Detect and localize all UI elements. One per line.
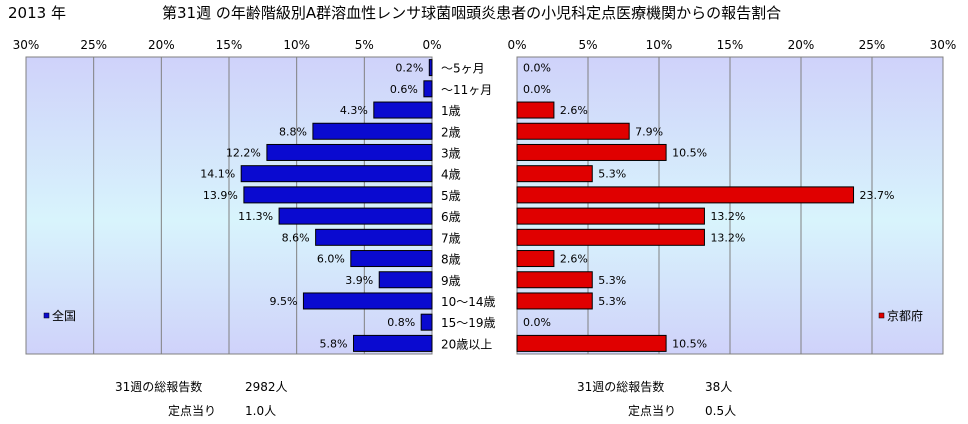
- right-data-label: 10.5%: [672, 337, 707, 350]
- right-data-label: 13.2%: [710, 231, 745, 244]
- left-data-label: 12.2%: [226, 146, 261, 159]
- chart-year: 2013 年: [8, 4, 66, 22]
- left-bar: [266, 143, 433, 161]
- left-bar: [378, 271, 433, 289]
- right-data-label: 13.2%: [710, 210, 745, 223]
- left-data-label: 13.9%: [203, 189, 238, 202]
- left-bar: [353, 334, 433, 352]
- category-label: 20歳以上: [441, 337, 492, 351]
- right-bar: [516, 271, 593, 289]
- category-label: 3歳: [441, 146, 461, 160]
- left-axis-tick-label: 5%: [355, 38, 374, 52]
- right-bar: [516, 250, 555, 268]
- right-data-label: 0.0%: [523, 62, 551, 75]
- right-bar: [516, 186, 855, 204]
- category-label: 1歳: [441, 104, 461, 118]
- right-data-label: 23.7%: [860, 189, 895, 202]
- right-axis-tick-label: 15%: [717, 38, 744, 52]
- left-data-label: 5.8%: [320, 337, 348, 350]
- left-bar: [243, 186, 433, 204]
- right-axis-tick-label: 0%: [507, 38, 526, 52]
- right-legend-label: 京都府: [887, 308, 923, 323]
- left-bar: [315, 228, 433, 246]
- right-axis-tick-label: 30%: [930, 38, 957, 52]
- right-bar: [516, 334, 667, 352]
- category-label: 15～19歳: [441, 316, 496, 330]
- left-bar: [312, 122, 433, 140]
- right-data-label: 10.5%: [672, 146, 707, 159]
- left-data-label: 8.6%: [282, 231, 310, 244]
- left-axis-tick-label: 20%: [148, 38, 175, 52]
- left-total-label: 31週の総報告数: [115, 380, 203, 394]
- right-data-label: 2.6%: [560, 104, 588, 117]
- right-per-value: 0.5人: [705, 404, 737, 418]
- right-axis-tick-label: 20%: [788, 38, 815, 52]
- left-per-label: 定点当り: [168, 404, 217, 418]
- right-bar: [516, 143, 667, 161]
- category-label: 10～14歳: [441, 295, 496, 309]
- category-label: 5歳: [441, 189, 461, 203]
- right-bar: [516, 207, 705, 225]
- left-data-label: 0.6%: [390, 83, 418, 96]
- left-total-value: 2982人: [245, 380, 288, 394]
- category-label: 8歳: [441, 253, 461, 267]
- category-label: 2歳: [441, 125, 461, 139]
- left-axis-tick-label: 10%: [283, 38, 310, 52]
- left-data-label: 0.8%: [387, 316, 415, 329]
- left-bar: [240, 165, 433, 183]
- right-total-value: 38人: [705, 380, 733, 394]
- left-bar: [428, 59, 433, 77]
- right-data-label: 7.9%: [635, 125, 663, 138]
- right-data-label: 5.3%: [598, 274, 626, 287]
- category-label: ～11ヶ月: [441, 83, 492, 97]
- right-axis-tick-label: 25%: [859, 38, 886, 52]
- left-legend-label: 全国: [52, 308, 76, 323]
- left-bar: [420, 313, 433, 331]
- left-axis-tick-label: 25%: [80, 38, 107, 52]
- right-axis-tick-label: 10%: [646, 38, 673, 52]
- left-data-label: 4.3%: [340, 104, 368, 117]
- right-bar: [516, 228, 705, 246]
- left-data-label: 9.5%: [269, 295, 297, 308]
- category-label: 6歳: [441, 210, 461, 224]
- left-bar: [278, 207, 433, 225]
- right-axis-tick-label: 5%: [578, 38, 597, 52]
- right-legend-swatch: [878, 312, 885, 319]
- left-axis-tick-label: 15%: [216, 38, 243, 52]
- right-data-label: 5.3%: [598, 295, 626, 308]
- right-bar: [516, 122, 630, 140]
- left-axis-tick-label: 30%: [13, 38, 40, 52]
- right-data-label: 0.0%: [523, 316, 551, 329]
- right-bar: [516, 165, 593, 183]
- right-bar: [516, 101, 555, 119]
- left-legend-swatch: [43, 312, 50, 319]
- left-per-value: 1.0人: [245, 404, 277, 418]
- left-bar: [423, 80, 433, 98]
- right-total-label: 31週の総報告数: [577, 380, 665, 394]
- left-data-label: 11.3%: [238, 210, 273, 223]
- left-data-label: 8.8%: [279, 125, 307, 138]
- left-bar: [373, 101, 433, 119]
- right-data-label: 5.3%: [598, 168, 626, 181]
- category-label: ～5ヶ月: [441, 62, 485, 76]
- left-data-label: 14.1%: [200, 168, 235, 181]
- left-bar: [302, 292, 433, 310]
- left-data-label: 0.2%: [395, 62, 423, 75]
- right-data-label: 0.0%: [523, 83, 551, 96]
- category-label: 7歳: [441, 231, 461, 245]
- left-axis-tick-label: 0%: [422, 38, 441, 52]
- chart-title: 第31週 の年齢階級別A群溶血性レンサ球菌咽頭炎患者の小児科定点医療機関からの報…: [162, 4, 782, 22]
- category-label: 9歳: [441, 274, 461, 288]
- left-data-label: 6.0%: [317, 253, 345, 266]
- left-data-label: 3.9%: [345, 274, 373, 287]
- right-data-label: 2.6%: [560, 253, 588, 266]
- left-bar: [350, 250, 433, 268]
- right-per-label: 定点当り: [628, 404, 677, 418]
- right-bar: [516, 292, 593, 310]
- category-label: 4歳: [441, 168, 461, 182]
